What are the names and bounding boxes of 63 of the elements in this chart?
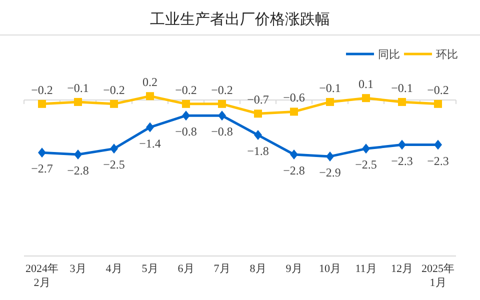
x-tick-label: 10月 — [319, 263, 341, 275]
point — [326, 98, 334, 106]
x-tick-label: 9月 — [286, 263, 302, 275]
point — [398, 140, 406, 150]
point — [398, 98, 406, 106]
x-tick-label: 11月 — [355, 263, 377, 275]
point — [74, 150, 82, 160]
point — [254, 110, 262, 118]
x-tick-label: 2025年 1月 — [422, 263, 454, 289]
point — [290, 108, 298, 116]
data-label: −2.5 — [355, 158, 377, 172]
data-label: −0.2 — [211, 82, 233, 97]
point — [218, 100, 226, 108]
point — [74, 98, 82, 106]
point — [434, 100, 442, 108]
data-label: −0.1 — [391, 80, 413, 95]
data-label: −2.7 — [31, 162, 53, 176]
data-label: −2.3 — [391, 154, 413, 168]
x-tick-label: 8月 — [250, 263, 266, 275]
point — [146, 122, 154, 132]
x-tick-label: 6月 — [178, 263, 194, 275]
x-tick-label: 12月 — [391, 263, 413, 275]
point — [38, 100, 46, 108]
point — [362, 144, 370, 154]
data-label: −0.2 — [427, 82, 449, 97]
x-tick-label: 2024年 2月 — [26, 263, 58, 289]
point — [146, 92, 154, 100]
data-label: −0.6 — [283, 90, 305, 105]
x-tick-label: 4月 — [106, 263, 122, 275]
data-label: −0.1 — [319, 80, 341, 95]
point — [434, 140, 442, 150]
point — [110, 100, 118, 108]
point — [38, 148, 46, 158]
data-label: −2.5 — [103, 158, 125, 172]
point — [290, 150, 298, 160]
x-tick-label: 7月 — [214, 263, 230, 275]
data-label: −0.2 — [175, 82, 197, 97]
data-label: −2.8 — [67, 164, 89, 178]
point — [182, 100, 190, 108]
data-label: −2.3 — [427, 154, 449, 168]
data-label: −0.2 — [31, 82, 53, 97]
data-label: −0.2 — [103, 82, 125, 97]
data-label: −1.8 — [247, 144, 269, 158]
point — [110, 144, 118, 154]
data-label: −2.9 — [319, 165, 341, 180]
point — [182, 110, 190, 121]
data-label: −0.7 — [247, 92, 269, 107]
x-tick-label: 5月 — [142, 263, 158, 275]
data-label: −1.4 — [139, 136, 161, 150]
point — [254, 130, 262, 140]
point — [326, 151, 334, 162]
data-label: 0.1 — [358, 77, 374, 92]
data-label: −2.8 — [283, 164, 305, 178]
x-tick-label: 3月 — [70, 263, 86, 275]
data-label: −0.8 — [211, 124, 233, 139]
point — [218, 110, 226, 121]
data-label: −0.1 — [67, 80, 89, 95]
legend-label: 环比 — [436, 48, 458, 61]
data-label: 0.2 — [142, 75, 158, 90]
data-label: −0.8 — [175, 124, 197, 139]
legend-label: 同比 — [378, 48, 400, 61]
chart-title: 工业生产者出厂价格涨跌幅 — [150, 10, 330, 28]
point — [362, 94, 370, 102]
